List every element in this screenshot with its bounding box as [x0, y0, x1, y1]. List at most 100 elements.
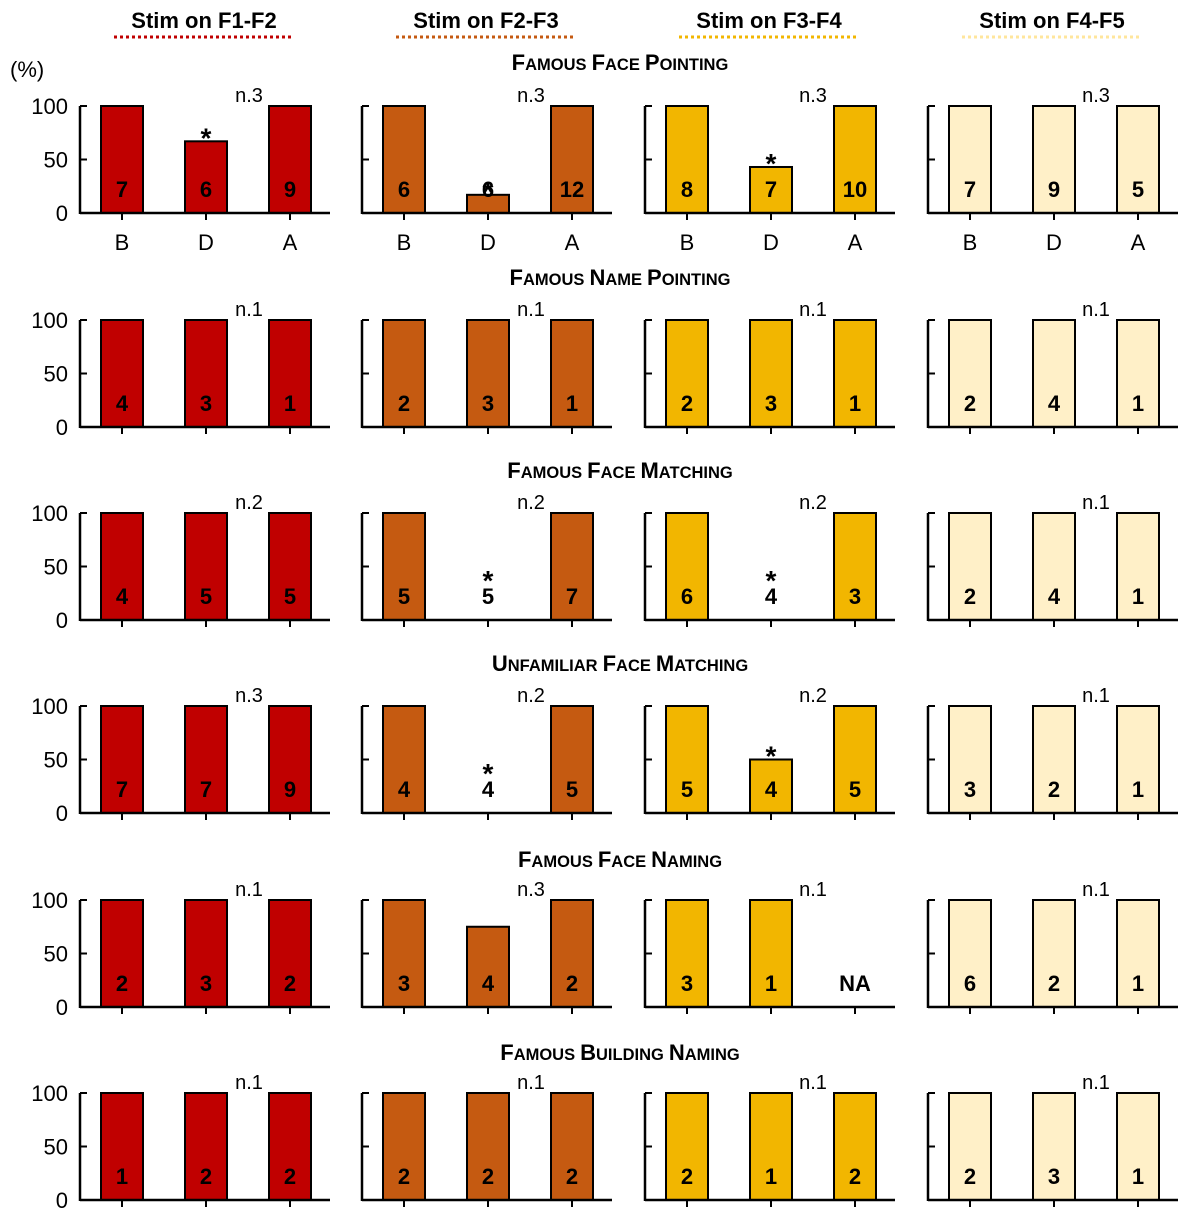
significance-star: *	[483, 565, 494, 596]
n-label: n.3	[517, 85, 545, 107]
n-label: n.1	[235, 1072, 263, 1094]
bar	[382, 105, 426, 214]
significance-star: *	[766, 741, 777, 772]
count-label: 2	[964, 391, 976, 416]
count-label: 3	[200, 391, 212, 416]
count-label: 3	[849, 584, 861, 609]
bar	[1116, 1092, 1160, 1201]
bar	[184, 512, 228, 621]
count-label: 3	[482, 391, 494, 416]
bar	[948, 105, 992, 214]
count-label: 1	[765, 971, 777, 996]
significance-star: *	[201, 122, 212, 153]
x-category-label: A	[1131, 230, 1146, 255]
significance-star: *	[766, 148, 777, 179]
bar	[1032, 705, 1076, 814]
count-label: 1	[1132, 391, 1144, 416]
count-label: 2	[849, 1164, 861, 1189]
bar	[100, 1092, 144, 1201]
count-label: 4	[482, 777, 495, 802]
count-label: 2	[398, 1164, 410, 1189]
count-label: 3	[681, 971, 693, 996]
bar	[268, 1092, 312, 1201]
y-tick-label: 100	[31, 888, 68, 913]
count-label: 6	[964, 971, 976, 996]
n-label: n.1	[799, 299, 827, 321]
bar	[100, 105, 144, 214]
count-label: 6	[482, 177, 494, 202]
bar	[749, 758, 793, 814]
count-label: 7	[765, 177, 777, 202]
x-category-label: A	[283, 230, 298, 255]
count-label: 7	[200, 777, 212, 802]
bar	[1116, 512, 1160, 621]
x-category-label: A	[565, 230, 580, 255]
bar	[665, 705, 709, 814]
bar	[268, 105, 312, 214]
count-label: 4	[1048, 584, 1061, 609]
count-label: 10	[843, 177, 867, 202]
count-label: 5	[849, 777, 861, 802]
bar	[268, 899, 312, 1008]
count-label: 3	[765, 391, 777, 416]
y-unit-label: (%)	[10, 57, 44, 82]
y-tick-label: 50	[44, 148, 68, 173]
count-label: 4	[765, 777, 778, 802]
count-label: 2	[398, 391, 410, 416]
bar	[1032, 105, 1076, 214]
count-label: 4	[765, 584, 778, 609]
n-label: n.3	[799, 85, 827, 107]
bar	[382, 319, 426, 428]
y-tick-label: 0	[56, 415, 68, 440]
bar	[1116, 105, 1160, 214]
y-tick-label: 50	[44, 942, 68, 967]
bar	[665, 1092, 709, 1201]
bar	[100, 705, 144, 814]
count-label: 2	[284, 971, 296, 996]
y-tick-label: 50	[44, 362, 68, 387]
y-tick-label: 50	[44, 748, 68, 773]
n-label: n.1	[1082, 1072, 1110, 1094]
count-label: 5	[398, 584, 410, 609]
n-label: n.2	[799, 685, 827, 707]
n-label: n.1	[235, 879, 263, 901]
n-label: n.1	[1082, 492, 1110, 514]
count-label: 3	[200, 971, 212, 996]
count-label: 2	[964, 584, 976, 609]
row-title: FAMOUS BUILDING NAMING	[500, 1040, 740, 1065]
x-category-label: D	[1046, 230, 1062, 255]
bar	[665, 512, 709, 621]
bar	[948, 705, 992, 814]
count-label: 5	[482, 584, 494, 609]
bar	[184, 705, 228, 814]
bar	[382, 705, 426, 814]
n-label: n.2	[799, 492, 827, 514]
row-title: FAMOUS FACE NAMING	[518, 847, 722, 872]
count-label: 1	[1132, 584, 1144, 609]
count-label: 1	[566, 391, 578, 416]
bar	[466, 1092, 510, 1201]
bar	[268, 705, 312, 814]
row-title: UNFAMILIAR FACE MATCHING	[492, 651, 748, 676]
bar	[833, 705, 877, 814]
y-tick-label: 0	[56, 608, 68, 633]
y-tick-label: 0	[56, 995, 68, 1020]
y-tick-label: 50	[44, 555, 68, 580]
bar	[1032, 512, 1076, 621]
bar	[550, 512, 594, 621]
count-label: 9	[1048, 177, 1060, 202]
count-label: 5	[681, 777, 693, 802]
y-tick-label: 50	[44, 1135, 68, 1160]
n-label: n.1	[1082, 299, 1110, 321]
count-label: 4	[116, 584, 129, 609]
count-label: 7	[116, 777, 128, 802]
bar	[948, 319, 992, 428]
count-label: 2	[116, 971, 128, 996]
y-tick-label: 0	[56, 801, 68, 826]
count-label: 2	[566, 971, 578, 996]
y-tick-label: 0	[56, 201, 68, 226]
significance-star: *	[483, 176, 494, 207]
n-label: n.3	[1082, 85, 1110, 107]
bar	[550, 319, 594, 428]
y-tick-label: 100	[31, 308, 68, 333]
